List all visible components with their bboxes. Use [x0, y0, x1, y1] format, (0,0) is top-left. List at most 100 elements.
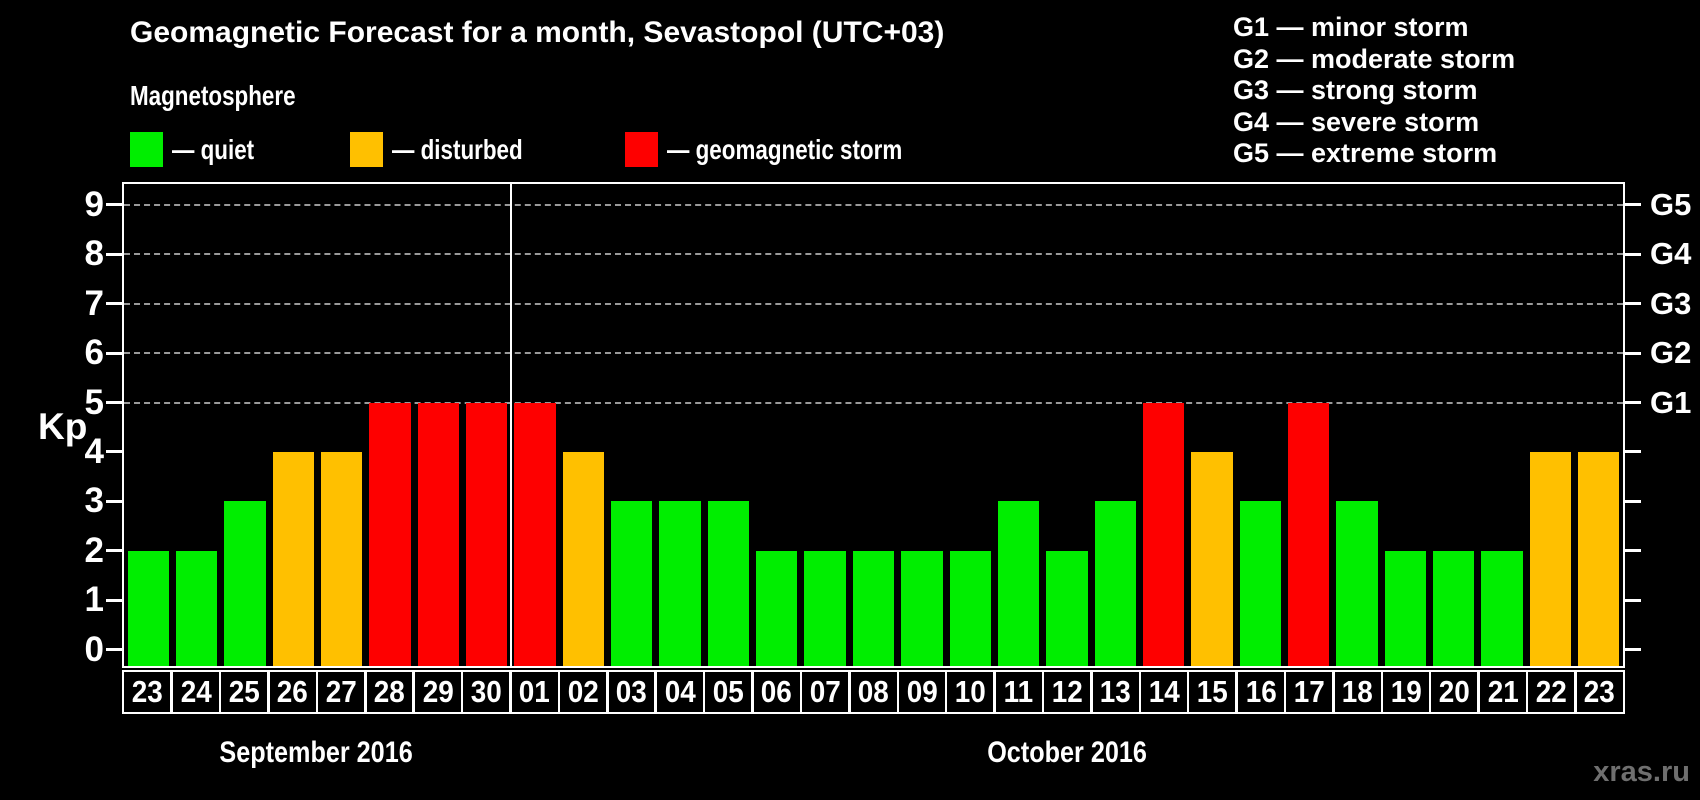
day-label-cell: 28	[364, 670, 415, 714]
kp-bar	[1142, 402, 1185, 666]
quiet-color-swatch	[130, 132, 163, 167]
y-axis-tick	[106, 648, 122, 651]
right-axis-tick	[1625, 648, 1641, 651]
kp-bar	[1336, 501, 1378, 666]
day-label-cell: 02	[557, 670, 609, 714]
day-label: 02	[567, 674, 599, 709]
day-label-cell: 25	[218, 670, 270, 714]
day-label-cell: 30	[460, 670, 512, 714]
kp-bar	[852, 550, 895, 666]
quiet-legend-label: — quiet	[172, 134, 255, 165]
g-legend-line: G4 — severe storm	[1233, 106, 1480, 137]
plot-area	[124, 184, 1623, 666]
kp-bar	[997, 501, 1040, 666]
day-label: 06	[761, 674, 793, 709]
day-label: 12	[1051, 674, 1083, 709]
right-axis-tick	[1625, 203, 1641, 207]
day-label: 04	[664, 674, 696, 709]
day-label-cell: 29	[412, 670, 464, 714]
kp-bar	[320, 451, 363, 666]
day-label-cell: 13	[1090, 670, 1142, 714]
day-label: 27	[325, 674, 357, 709]
kp-axis-label: Kp	[38, 406, 88, 447]
y-axis-tick	[106, 598, 122, 602]
day-label-cell: 11	[993, 670, 1045, 714]
day-label: 10	[954, 674, 986, 709]
kp-bar	[1578, 451, 1620, 666]
kp-bar	[1288, 402, 1330, 666]
storm-legend-label: — geomagnetic storm	[667, 134, 903, 165]
day-label-cell: 23	[1574, 670, 1626, 714]
kp-bar	[224, 501, 266, 666]
day-label-cell: 23	[122, 670, 173, 714]
day-label-cell: 12	[1041, 670, 1093, 714]
y-axis-tick	[106, 351, 122, 355]
y-tick-label: 9	[84, 184, 104, 224]
g-level-label: G2	[1650, 335, 1692, 371]
g-legend-line: G1 — minor storm	[1233, 12, 1469, 42]
kp-bar	[1239, 501, 1281, 666]
day-label-cell: 21	[1477, 670, 1529, 714]
right-axis-tick	[1625, 401, 1641, 404]
kp-bar	[1191, 451, 1233, 666]
g-legend-line: G5 — extreme storm	[1233, 138, 1498, 169]
day-label: 05	[712, 674, 744, 709]
month-label: October 2016	[510, 736, 1625, 770]
day-label-cell: 20	[1428, 670, 1480, 714]
right-axis-tick	[1625, 598, 1641, 602]
day-label-cell: 09	[896, 670, 948, 714]
day-label-cell: 19	[1380, 670, 1432, 714]
kp-bar	[901, 550, 943, 666]
kp-gridline	[124, 401, 1623, 404]
kp-bar	[514, 402, 556, 666]
day-label-row: 23 24 25 26 27 28 29 30 01 02 03 04 05 06 07 08 09 10 11 12…	[122, 670, 1626, 714]
day-label: 17	[1293, 674, 1325, 709]
day-label: 30	[470, 674, 502, 709]
day-label-cell: 10	[944, 670, 996, 714]
kp-bar	[707, 501, 750, 666]
day-label-cell: 01	[509, 670, 561, 714]
kp-bar	[175, 550, 218, 666]
day-label: 15	[1196, 674, 1228, 709]
kp-gridline	[124, 203, 1623, 206]
day-label: 20	[1438, 674, 1470, 709]
day-label-cell: 04	[654, 670, 706, 714]
day-label: 08	[858, 674, 890, 709]
kp-bar	[562, 451, 605, 666]
y-tick-label: 1	[84, 580, 104, 620]
day-label: 09	[906, 674, 938, 709]
day-label: 23	[1584, 674, 1616, 709]
right-axis-tick	[1625, 302, 1641, 306]
kp-bar	[1046, 550, 1088, 666]
kp-bar	[949, 550, 991, 666]
day-label-cell: 15	[1186, 670, 1238, 714]
kp-bar	[1384, 550, 1427, 666]
y-axis-tick	[106, 302, 122, 306]
day-label: 01	[519, 674, 551, 709]
day-label: 21	[1487, 674, 1519, 709]
day-label-cell: 18	[1332, 670, 1384, 714]
magnetosphere-legend-title: Magnetosphere	[130, 80, 296, 111]
g-level-label: G1	[1650, 384, 1692, 420]
day-label: 28	[373, 674, 405, 709]
kp-gridline	[124, 352, 1623, 355]
kp-bar	[804, 550, 846, 666]
kp-bar	[1094, 501, 1136, 666]
day-label: 13	[1100, 674, 1132, 709]
g-level-label: G3	[1650, 285, 1692, 321]
y-axis-tick	[106, 549, 122, 553]
kp-bar	[417, 402, 459, 666]
day-label-cell: 24	[170, 670, 222, 714]
day-label-cell: 07	[799, 670, 851, 714]
kp-gridline	[124, 302, 1623, 305]
kp-bar	[1529, 451, 1572, 666]
day-label-cell: 26	[267, 670, 319, 714]
kp-bar	[1481, 550, 1523, 666]
kp-bar	[611, 501, 653, 666]
day-label: 16	[1245, 674, 1277, 709]
disturbed-color-swatch	[350, 132, 383, 167]
y-tick-label: 3	[84, 481, 104, 521]
day-label-cell: 22	[1525, 670, 1577, 714]
month-separator-line	[509, 184, 513, 666]
